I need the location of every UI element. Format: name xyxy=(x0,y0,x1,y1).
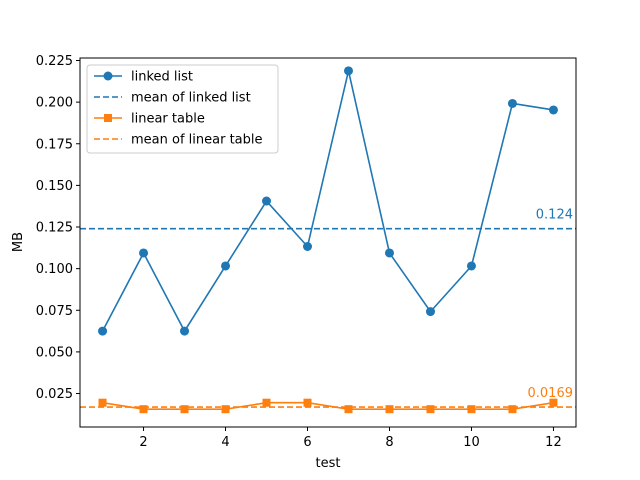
x-axis: 2 4 6 8 10 12 xyxy=(139,427,562,450)
y-tick-label: 0.150 xyxy=(36,179,73,194)
x-tick-label: 10 xyxy=(463,435,480,450)
y-tick-label: 0.025 xyxy=(36,387,73,402)
data-point-series-2 xyxy=(139,405,148,414)
data-point-series-1 xyxy=(303,241,313,251)
plot-frame xyxy=(79,57,577,428)
data-point-series-2 xyxy=(303,398,312,407)
x-tick-label: 8 xyxy=(385,435,393,450)
x-tick-label: 4 xyxy=(221,435,229,450)
data-point-series-1 xyxy=(548,105,558,115)
data-point-series-1 xyxy=(343,66,353,76)
y-axis-label: MB xyxy=(11,232,26,252)
data-point-series-1 xyxy=(139,248,149,258)
legend-label: linked list xyxy=(131,70,193,85)
y-tick-label: 0.075 xyxy=(36,304,73,319)
y-tick-label: 0.100 xyxy=(36,262,73,277)
plot-area: 0.124 0.0169 xyxy=(80,66,576,414)
legend-swatch-marker xyxy=(103,71,113,81)
data-point-series-1 xyxy=(384,248,394,258)
data-point-series-2 xyxy=(426,405,435,414)
series-line-1 xyxy=(101,70,554,333)
data-point-series-2 xyxy=(221,405,230,414)
legend-label: linear table xyxy=(131,112,205,127)
data-point-series-2 xyxy=(262,398,271,407)
data-point-series-2 xyxy=(385,405,394,414)
data-point-series-2 xyxy=(180,405,189,414)
x-tick-label: 12 xyxy=(545,435,562,450)
data-point-series-2 xyxy=(344,405,353,414)
y-tick-label: 0.125 xyxy=(36,221,73,236)
series-line-2 xyxy=(102,401,554,410)
data-point-series-1 xyxy=(180,326,190,336)
legend-label: mean of linear table xyxy=(131,133,263,148)
y-axis: 0.025 0.050 0.075 0.100 0.125 0.150 0.175 0.200… xyxy=(36,54,80,402)
mean-annotation-1: 0.124 xyxy=(536,208,573,223)
y-tick-label: 0.050 xyxy=(36,345,73,360)
data-point-series-1 xyxy=(507,98,517,108)
data-point-series-1 xyxy=(425,307,435,317)
legend-label: mean of linked list xyxy=(131,91,251,106)
data-point-series-2 xyxy=(467,405,476,414)
data-point-series-1 xyxy=(221,261,231,271)
legend-box xyxy=(86,64,279,154)
x-axis-label: test xyxy=(316,456,341,471)
x-tick-label: 6 xyxy=(303,435,311,450)
data-point-series-2 xyxy=(508,405,517,414)
data-point-series-2 xyxy=(549,398,558,407)
data-point-series-1 xyxy=(262,196,272,206)
x-tick-label: 2 xyxy=(139,435,147,450)
y-tick-label: 0.175 xyxy=(36,137,73,152)
data-point-series-2 xyxy=(98,398,107,407)
mean-annotation-2: 0.0169 xyxy=(528,386,574,401)
legend-swatch-marker xyxy=(104,114,112,122)
data-point-series-1 xyxy=(466,261,476,271)
legend: linked list mean of linked list linear tab… xyxy=(86,64,279,154)
data-point-series-1 xyxy=(98,326,108,336)
y-tick-label: 0.200 xyxy=(36,96,73,111)
y-tick-label: 0.225 xyxy=(36,54,73,69)
